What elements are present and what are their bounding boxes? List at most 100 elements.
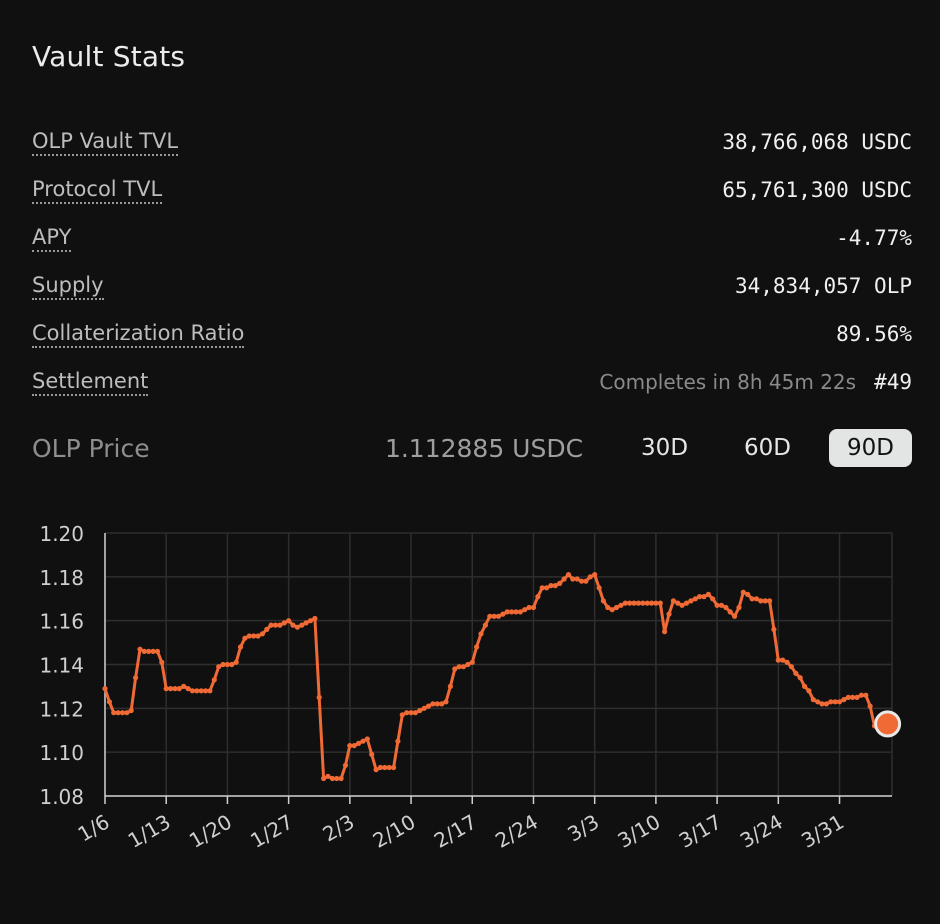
price-data-point <box>377 764 383 771</box>
range-90d-button[interactable]: 90D <box>829 429 912 467</box>
price-data-point <box>133 675 139 681</box>
price-data-point <box>391 764 397 771</box>
price-data-point <box>762 598 768 604</box>
settlement-number: #49 <box>874 370 912 394</box>
protocol-tvl-label[interactable]: Protocol TVL <box>32 177 163 204</box>
panel-title: Vault Stats <box>32 40 186 73</box>
protocol-tvl-value: 65,761,300 USDC <box>722 178 912 202</box>
price-data-point <box>858 692 865 698</box>
price-data-point <box>478 631 484 637</box>
price-data-point <box>565 572 572 578</box>
stat-row-olp-vault-tvl: OLP Vault TVL 38,766,068 USDC <box>32 118 912 166</box>
price-data-point <box>482 622 488 628</box>
price-data-point <box>504 609 510 615</box>
price-data-point <box>640 600 646 606</box>
price-data-point <box>517 609 524 615</box>
price-data-point <box>290 622 296 628</box>
x-tick-label: 2/24 <box>491 810 542 853</box>
price-data-point <box>793 670 799 676</box>
price-data-point <box>124 710 130 716</box>
price-data-point <box>211 677 217 683</box>
price-data-point <box>404 710 410 716</box>
price-data-point <box>548 583 554 589</box>
price-data-point <box>727 609 733 615</box>
price-data-point <box>557 580 563 586</box>
price-data-point <box>456 664 462 670</box>
price-data-point <box>622 600 628 606</box>
price-data-point <box>670 598 677 604</box>
price-data-point <box>307 618 314 624</box>
supply-label[interactable]: Supply <box>32 273 104 300</box>
current-price-marker <box>874 710 902 738</box>
price-data-point <box>802 683 808 689</box>
price-data-point <box>535 594 541 600</box>
price-data-point <box>758 598 764 604</box>
price-data-point <box>356 740 362 746</box>
price-data-point <box>154 648 161 654</box>
price-data-point <box>697 594 703 600</box>
price-data-point <box>246 633 252 639</box>
price-data-point <box>342 762 349 768</box>
price-data-point <box>277 622 283 628</box>
settlement-label[interactable]: Settlement <box>32 369 149 396</box>
price-data-point <box>666 611 672 617</box>
price-data-point <box>832 699 838 705</box>
price-data-point <box>203 688 209 694</box>
price-data-point <box>767 598 773 604</box>
price-data-point <box>163 686 169 692</box>
price-data-point <box>316 694 322 700</box>
price-data-point <box>421 705 427 711</box>
price-data-point <box>788 664 795 670</box>
price-data-point <box>810 697 816 703</box>
price-data-point <box>194 688 200 694</box>
price-data-point <box>784 659 790 665</box>
price-data-point <box>220 661 226 668</box>
x-tick-label: 1/27 <box>246 810 297 853</box>
x-tick-label: 2/10 <box>369 810 420 853</box>
price-data-point <box>718 602 725 608</box>
price-data-point <box>216 664 222 670</box>
price-data-point <box>176 686 182 692</box>
price-data-point <box>141 648 147 654</box>
y-tick-label: 1.14 <box>39 654 84 678</box>
price-data-point <box>360 738 366 744</box>
price-data-point <box>137 646 143 652</box>
price-data-point <box>609 607 615 613</box>
olp-vault-tvl-label[interactable]: OLP Vault TVL <box>32 129 179 156</box>
range-30d-button[interactable]: 30D <box>641 435 689 461</box>
price-data-point <box>334 775 340 782</box>
price-data-point <box>430 701 436 707</box>
price-data-point <box>115 710 121 716</box>
price-data-point <box>701 594 707 600</box>
price-data-point <box>303 620 309 626</box>
price-data-point <box>465 661 471 668</box>
price-data-point <box>723 604 729 611</box>
price-data-point <box>259 631 265 637</box>
collaterization-ratio-value: 89.56% <box>836 322 912 346</box>
price-data-point <box>587 574 593 580</box>
price-data-point <box>189 688 195 694</box>
price-data-point <box>351 743 357 749</box>
price-data-point <box>399 712 405 718</box>
price-data-point <box>648 600 655 606</box>
price-data-point <box>679 602 685 608</box>
price-data-point <box>705 591 712 597</box>
price-data-point <box>692 596 698 602</box>
price-data-point <box>106 699 112 705</box>
olp-vault-tvl-value: 38,766,068 USDC <box>722 130 912 154</box>
price-data-point <box>181 683 187 689</box>
apy-label[interactable]: APY <box>32 225 72 252</box>
price-data-point <box>382 764 388 771</box>
price-data-point <box>806 688 812 694</box>
price-data-point <box>819 701 825 707</box>
olp-price-controls: 1.112885 USDC 30D 60D 90D <box>385 429 912 467</box>
range-60d-button[interactable]: 60D <box>744 435 792 461</box>
price-data-point <box>797 675 803 681</box>
price-data-point <box>338 775 344 782</box>
collaterization-ratio-label[interactable]: Collaterization Ratio <box>32 321 245 348</box>
price-data-point <box>150 648 156 654</box>
price-data-point <box>159 659 165 665</box>
price-data-point <box>347 743 353 749</box>
price-data-point <box>863 692 869 698</box>
apy-value: -4.77% <box>836 226 912 250</box>
